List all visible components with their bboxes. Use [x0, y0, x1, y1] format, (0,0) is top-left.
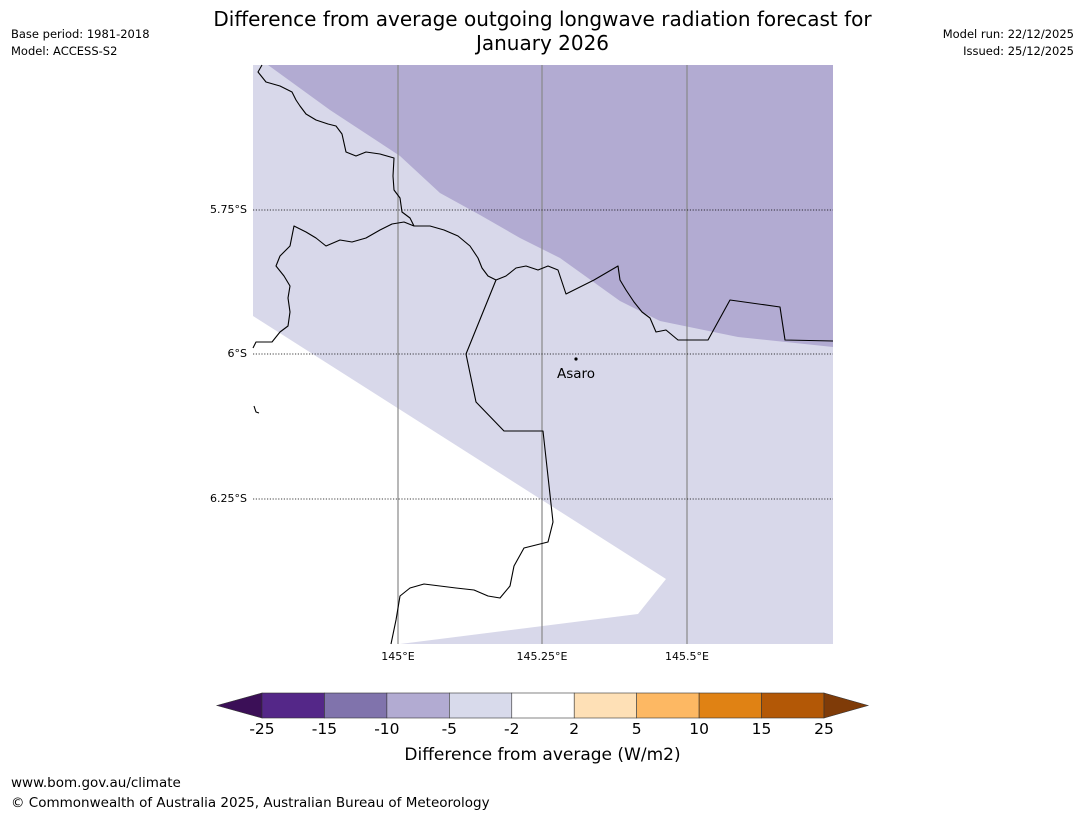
map-panel: Asaro — [252, 64, 834, 645]
colorbar-tick: -10 — [374, 720, 400, 738]
lat-label-6s: 6°S — [228, 347, 247, 360]
title-line-2: January 2026 — [475, 31, 610, 55]
anomaly-region-minus-10-to-minus-5 — [268, 65, 833, 347]
footer-url: www.bom.gov.au/climate — [11, 775, 181, 791]
colorbar-tick: 2 — [569, 720, 580, 738]
colorbar-tick: -25 — [249, 720, 275, 738]
colorbar-segment — [449, 692, 513, 719]
colorbar-segment — [386, 692, 450, 719]
colorbar-tick: 25 — [814, 720, 834, 738]
lon-label-145-25e: 145.25°E — [517, 650, 568, 663]
colorbar-tick: 5 — [631, 720, 642, 738]
colorbar-segment — [261, 692, 325, 719]
page-title: Difference from average outgoing longwav… — [160, 7, 925, 55]
colorbar-segment — [324, 692, 388, 719]
colorbar-arrow-low — [215, 692, 263, 719]
colorbar-segment — [573, 692, 637, 719]
colorbar-segment — [636, 692, 700, 719]
colorbar-segment — [511, 692, 575, 719]
boundary-fragment-west — [253, 405, 260, 414]
colorbar-tick: 10 — [689, 720, 709, 738]
colorbar-segment — [698, 692, 762, 719]
lon-label-145-5e: 145.5°E — [665, 650, 709, 663]
boundary-line-east — [414, 225, 834, 342]
metadata-left: Base period: 1981-2018 Model: ACCESS-S2 — [11, 26, 150, 60]
colorbar-tick: -15 — [311, 720, 338, 738]
title-line-1: Difference from average outgoing longwav… — [213, 7, 872, 31]
lat-label-5-75s: 5.75°S — [210, 203, 247, 216]
lat-label-6-25s: 6.25°S — [210, 492, 247, 505]
colorbar-tick: -2 — [504, 720, 520, 738]
base-period-text: Base period: 1981-2018 — [11, 27, 150, 41]
colorbar-arrow-high — [823, 692, 870, 719]
asaro-marker — [574, 357, 578, 361]
asaro-label: Asaro — [557, 366, 595, 382]
footer-copyright: © Commonwealth of Australia 2025, Austra… — [11, 795, 490, 811]
boundary-line-inland — [390, 279, 554, 645]
colorbar-tick: -5 — [441, 720, 458, 738]
colorbar-segment — [761, 692, 825, 719]
model-text: Model: ACCESS-S2 — [11, 44, 118, 58]
colorbar — [215, 692, 870, 719]
colorbar-tick: 15 — [751, 720, 772, 738]
issued-text: Issued: 25/12/2025 — [963, 44, 1074, 58]
metadata-right: Model run: 22/12/2025 Issued: 25/12/2025 — [943, 26, 1074, 60]
colorbar-title: Difference from average (W/m2) — [404, 745, 681, 765]
model-run-text: Model run: 22/12/2025 — [942, 27, 1074, 41]
lon-label-145e: 145°E — [381, 650, 414, 663]
